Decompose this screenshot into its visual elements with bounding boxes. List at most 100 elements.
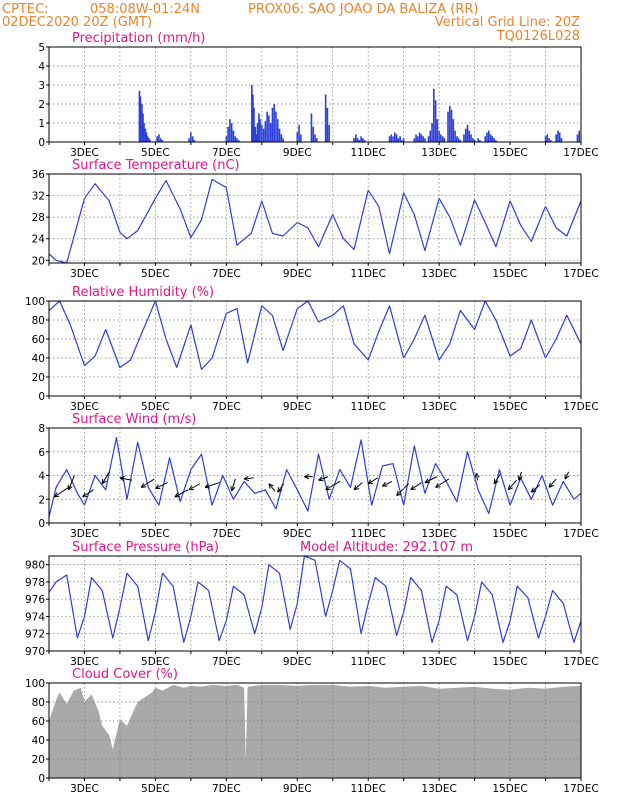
wind-arrow — [174, 489, 189, 498]
cloud-cover-xtick-label: 7DEC — [212, 783, 241, 795]
header-date: 02DEC2020 20Z (GMT) — [2, 15, 152, 30]
cloud-cover-ytick-label: 100 — [25, 678, 45, 690]
precipitation-bar — [300, 134, 302, 142]
precipitation-bar — [441, 136, 444, 142]
precipitation-bar — [576, 134, 579, 142]
precipitation-bar — [363, 140, 366, 142]
pressure-xtick-label: 11DEC — [350, 656, 385, 668]
precipitation-bar — [448, 105, 451, 142]
wind-arrow-head — [101, 480, 107, 485]
temperature-ytick-label: 20 — [32, 255, 45, 267]
humidity-ytick-label: 0 — [38, 391, 45, 403]
humidity-ytick-label: 80 — [32, 315, 45, 327]
precipitation-bar — [280, 134, 283, 142]
pressure-xtick-label: 15DEC — [492, 656, 527, 668]
wind-arrow-head — [353, 487, 359, 491]
precipitation-xtick-label: 13DEC — [421, 147, 456, 159]
wind-arrow-head — [243, 475, 249, 480]
precipitation-xtick-label: 17DEC — [563, 147, 598, 159]
pressure-ytick-label: 978 — [25, 577, 45, 589]
wind-arrow — [435, 478, 450, 488]
precipitation-bar — [466, 124, 469, 142]
precipitation-bar — [234, 136, 236, 142]
cloud-cover-ytick-label: 60 — [32, 716, 45, 728]
temperature-frame — [48, 173, 582, 264]
temperature-xtick-label: 7DEC — [212, 268, 241, 280]
precipitation-bar — [436, 119, 439, 142]
precipitation-bar — [422, 136, 424, 142]
wind-arrow-head — [230, 485, 233, 492]
precipitation-bar — [555, 134, 557, 142]
wind-arrow — [564, 471, 570, 480]
wind-arrow — [82, 489, 94, 498]
wind-arrow-head — [188, 485, 193, 491]
precipitation-ytick-label: 1 — [38, 118, 45, 130]
wind-arrow-head — [277, 487, 280, 493]
wind-arrow-head — [304, 476, 310, 480]
cloud-cover-xtick-label: 9DEC — [283, 783, 312, 795]
temperature-line — [49, 178, 581, 263]
wind-arrow-head — [531, 490, 537, 493]
precipitation-bar — [450, 109, 453, 142]
wind-arrow-head — [119, 476, 125, 479]
precipitation-bar — [560, 138, 563, 142]
precipitation-bar — [434, 100, 437, 142]
precipitation-bar — [328, 124, 330, 142]
wind-arrow — [119, 477, 133, 481]
temperature-xtick-label: 17DEC — [563, 268, 598, 280]
wind-arrow — [548, 478, 557, 488]
wind-arrow-head — [268, 483, 271, 489]
pressure-xtick-label: 3DEC — [70, 656, 99, 668]
precipitation-bar — [312, 126, 315, 142]
wind-arrow — [68, 475, 75, 490]
pressure-line — [49, 556, 581, 643]
wind-arrow-head — [435, 482, 439, 488]
humidity-xtick-label: 7DEC — [212, 401, 241, 413]
wind-arrow — [396, 483, 409, 497]
pressure-ytick-label: 980 — [25, 560, 45, 572]
pressure-xtick-label: 17DEC — [563, 656, 598, 668]
precipitation-bar — [431, 123, 433, 142]
precipitation-bar — [161, 140, 164, 142]
header-model: TQ0126L028 — [496, 29, 580, 44]
wind-arrow — [54, 486, 69, 498]
precipitation-bar — [463, 134, 465, 142]
header-station: PROX06: SAO JOAO DA BALIZA (RR) — [248, 2, 478, 17]
wind-arrow-head — [204, 483, 209, 488]
precipitation-bar — [149, 140, 151, 142]
wind-arrow-head — [548, 484, 554, 488]
precipitation-bar — [144, 128, 147, 142]
pressure-xtick-label: 5DEC — [141, 656, 170, 668]
wind-arrow-head — [304, 474, 310, 478]
cloud-cover-xtick-label: 15DEC — [492, 783, 527, 795]
wind-arrow-head — [474, 472, 477, 479]
precipitation-bar — [314, 134, 316, 142]
precipitation-bar — [326, 107, 329, 142]
precipitation-bar — [395, 134, 398, 142]
humidity-ytick-label: 20 — [32, 372, 45, 384]
precipitation-bar — [230, 123, 233, 142]
panels: Precipitation (mm/h) 0 1 2 3 4 5 3DEC 5DEC 7DEC 9D… — [25, 31, 599, 795]
cloud-cover-data — [49, 684, 581, 778]
precipitation-bar — [271, 107, 274, 142]
precipitation-panel: Precipitation (mm/h) 0 1 2 3 4 5 3DEC 5DEC 7DEC 9D… — [38, 31, 598, 159]
humidity-ytick-label: 40 — [32, 353, 45, 365]
temperature-xtick-label: 15DEC — [492, 268, 527, 280]
pressure-ytick-label: 972 — [25, 629, 45, 641]
cloud-cover-xtick-label: 5DEC — [141, 783, 170, 795]
precipitation-bar — [413, 138, 416, 142]
temperature-xtick-label: 5DEC — [141, 268, 170, 280]
precipitation-bar — [472, 138, 474, 142]
precipitation-bar — [468, 130, 471, 142]
wind-arrow-head — [277, 489, 283, 493]
temperature-ytick-label: 36 — [32, 169, 46, 181]
precipitation-bar — [254, 126, 257, 142]
wind-arrow — [518, 471, 522, 481]
wind-arrow-head — [508, 487, 514, 491]
wind-arrow — [475, 473, 479, 481]
precipitation-bar — [427, 136, 430, 142]
cloud-cover-ytick-label: 0 — [38, 773, 45, 785]
precipitation-bar — [298, 124, 300, 142]
precipitation-bar — [282, 138, 284, 142]
precipitation-bar — [388, 136, 391, 142]
